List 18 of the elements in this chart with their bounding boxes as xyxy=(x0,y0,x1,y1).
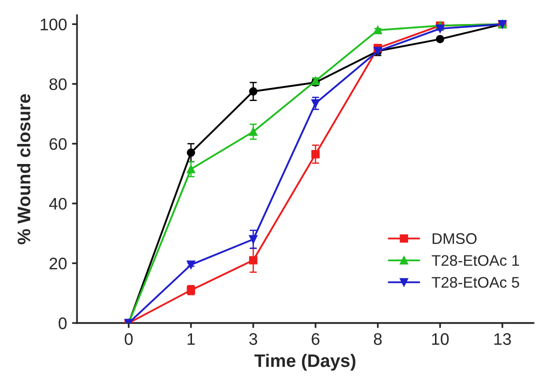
y-tick-label: 20 xyxy=(50,258,67,270)
x-axis-title: Time (Days) xyxy=(254,354,356,371)
y-axis-title: % Wound closure xyxy=(17,94,30,244)
x-tick-label: 3 xyxy=(249,333,258,345)
x-tick-label: 13 xyxy=(494,333,511,345)
y-tick-label: 100 xyxy=(40,18,67,30)
x-tick-label: 6 xyxy=(312,333,320,345)
legend-label: T28-EtOAc 5 xyxy=(432,276,520,288)
y-tick-label: 80 xyxy=(49,78,67,90)
x-tick-label: 8 xyxy=(374,333,382,345)
y-tick-label: 40 xyxy=(49,198,67,210)
x-tick-label: 10 xyxy=(432,333,449,345)
x-tick-label: 1 xyxy=(188,333,195,345)
x-tick-label: 0 xyxy=(124,333,133,345)
legend-label: T28-EtOAc 1 xyxy=(432,255,520,266)
legend-label: DMSO xyxy=(432,233,477,244)
y-tick-label: 60 xyxy=(50,138,67,150)
y-tick-label: 0 xyxy=(58,317,67,330)
